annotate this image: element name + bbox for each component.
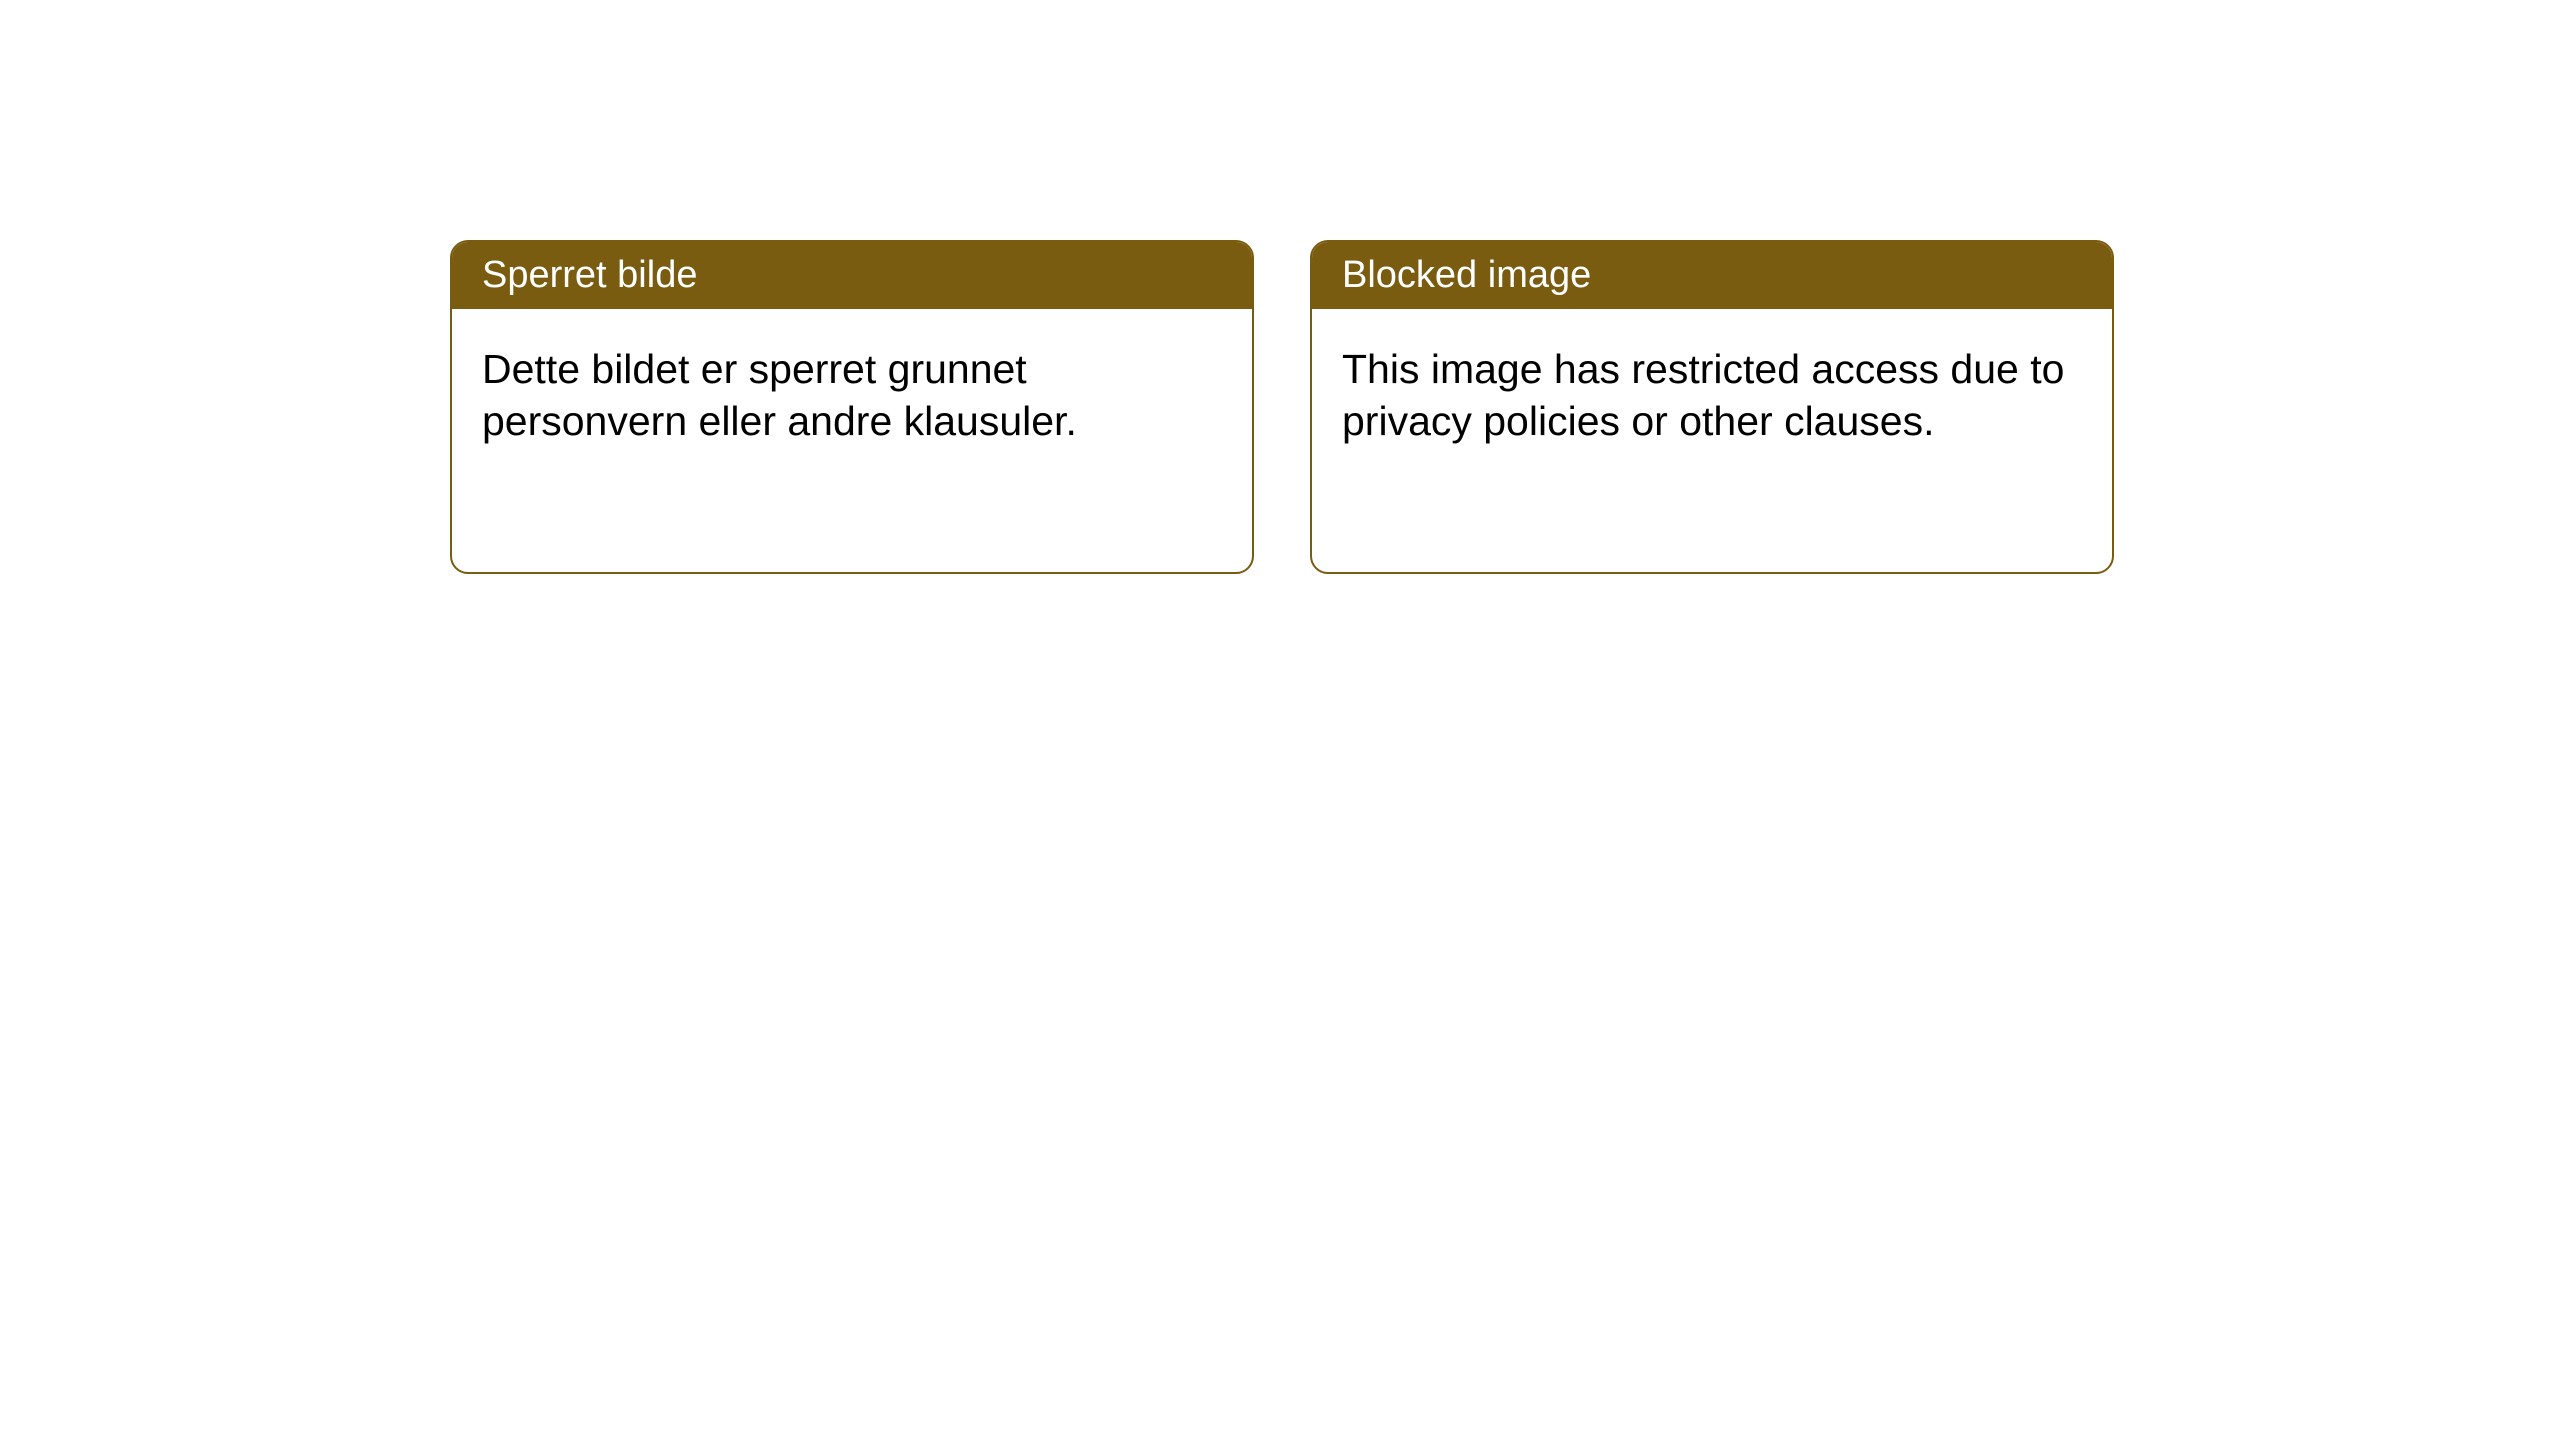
notice-card-en: Blocked image This image has restricted … bbox=[1310, 240, 2114, 574]
notice-card-no-header: Sperret bilde bbox=[452, 242, 1252, 309]
notice-card-no: Sperret bilde Dette bildet er sperret gr… bbox=[450, 240, 1254, 574]
notice-card-no-text: Dette bildet er sperret grunnet personve… bbox=[482, 346, 1077, 444]
notice-card-no-title: Sperret bilde bbox=[482, 254, 697, 296]
notice-card-en-title: Blocked image bbox=[1342, 254, 1591, 296]
notice-card-en-header: Blocked image bbox=[1312, 242, 2112, 309]
notice-container: Sperret bilde Dette bildet er sperret gr… bbox=[450, 240, 2114, 574]
notice-card-no-body: Dette bildet er sperret grunnet personve… bbox=[452, 309, 1252, 481]
notice-card-en-body: This image has restricted access due to … bbox=[1312, 309, 2112, 481]
notice-card-en-text: This image has restricted access due to … bbox=[1342, 346, 2064, 444]
